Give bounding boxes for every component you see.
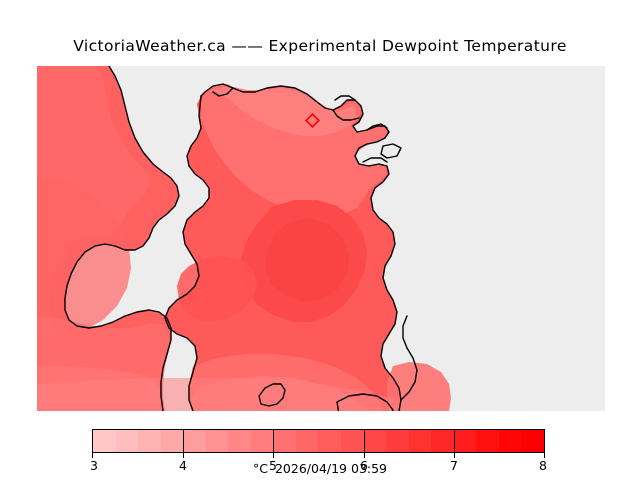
colorbar-label-5: 5 <box>269 458 277 473</box>
colorbar-tick-3 <box>92 453 93 458</box>
page-title: VictoriaWeather.ca —— Experimental Dewpo… <box>73 37 567 55</box>
colorbar-band-12 <box>363 430 387 452</box>
colorbar-band-5 <box>205 430 229 452</box>
colorbar-tick-7 <box>454 453 455 458</box>
colorbar-label-6: 6 <box>360 458 368 473</box>
colorbar-band-0 <box>93 430 116 452</box>
colorbar-band-1 <box>115 430 139 452</box>
colorbar-band-14 <box>408 430 432 452</box>
colorbar-band-4 <box>183 430 206 452</box>
colorbar-label-8: 8 <box>539 458 547 473</box>
colorbar-band-9 <box>295 430 319 452</box>
colorbar-band-18 <box>498 430 522 452</box>
colorbar-ticks <box>92 453 545 458</box>
colorbar-band-3 <box>160 430 184 452</box>
landmass-mainland-west <box>37 66 179 411</box>
landmass-vancouver-island <box>165 84 401 411</box>
colorbar-band-6 <box>228 430 251 452</box>
colorbar-band-13 <box>386 430 409 452</box>
colorbar-band-8 <box>273 430 296 452</box>
colorbar-tick-8 <box>544 453 545 458</box>
colorbar-band-15 <box>431 430 454 452</box>
colorbar[interactable]: 3 4 5 6 7 8 <box>90 429 547 473</box>
colorbar-tick-labels: 3 4 5 6 7 8 <box>90 458 547 474</box>
colorbar-label-3: 3 <box>90 458 98 473</box>
unit-label: °C <box>252 461 268 476</box>
colorbar-band-17 <box>476 430 499 452</box>
timestamp-label: 2026/04/19 03:59 <box>274 461 388 476</box>
colorbar-gradient[interactable] <box>92 429 545 453</box>
colorbar-label-7: 7 <box>450 458 458 473</box>
colorbar-band-16 <box>453 430 477 452</box>
colorbar-band-7 <box>250 430 274 452</box>
colorbar-tick-4 <box>183 453 184 458</box>
colorbar-band-2 <box>138 430 161 452</box>
coastlines <box>64 66 418 411</box>
station-marker-icon[interactable] <box>305 113 320 128</box>
colorbar-caption: °C 2026/04/19 03:59 <box>0 461 640 476</box>
dewpoint-map[interactable] <box>37 66 605 411</box>
colorbar-label-4: 4 <box>179 458 187 473</box>
colorbar-tick-5 <box>273 453 274 458</box>
colorbar-band-19 <box>521 430 544 452</box>
colorbar-tick-6 <box>364 453 365 458</box>
map-panel[interactable] <box>37 66 605 411</box>
colorbar-band-11 <box>341 430 364 452</box>
colorbar-band-10 <box>318 430 342 452</box>
